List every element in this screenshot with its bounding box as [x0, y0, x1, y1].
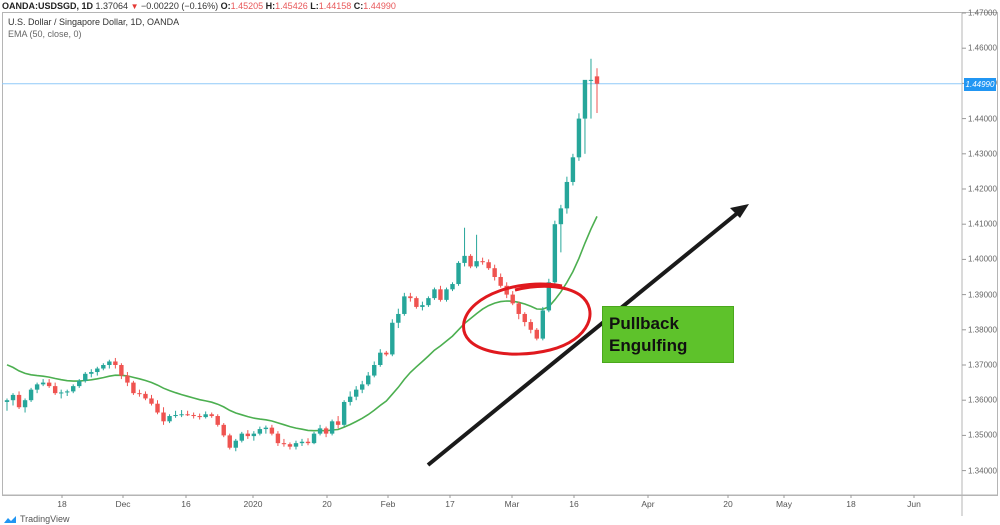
time-axis-label: 16	[569, 499, 579, 509]
price-axis-label: 1.36000	[968, 395, 997, 405]
time-axis-label: Mar	[504, 499, 520, 509]
ema-line	[6, 216, 598, 432]
time-axis-label: 20	[322, 499, 332, 509]
price-axis-label: 1.39000	[968, 290, 997, 300]
last-price: 1.37064	[95, 1, 129, 11]
price-axis-label: 1.46000	[968, 43, 997, 53]
arrow-head-icon	[730, 204, 749, 218]
legend-title: U.S. Dollar / Singapore Dollar, 1D, OAND…	[8, 17, 180, 27]
annotation-line1: Pullback	[609, 314, 679, 333]
high-value: 1.45426	[275, 1, 308, 11]
time-axis-label: May	[775, 499, 793, 509]
tradingview-cloud-icon	[4, 515, 16, 523]
time-axis-label: Dec	[115, 499, 131, 509]
time-axis-label: Jun	[907, 499, 921, 509]
legend-indicator: EMA (50, close, 0)	[8, 29, 82, 39]
symbol-header: OANDA:USDSGD, 1D 1.37064 ▼ −0.00220 (−0.…	[2, 1, 396, 11]
time-axis-label: 18	[57, 499, 67, 509]
price-change: −0.00220 (−0.16%)	[141, 1, 219, 11]
annotation-box: Pullback Engulfing	[602, 306, 734, 363]
price-axis-label: 1.35000	[968, 430, 997, 440]
current-price-tag: 1.44990	[964, 78, 996, 91]
price-axis-label: 1.44000	[968, 114, 997, 124]
price-axis-label: 1.47000	[968, 8, 997, 18]
low-value: 1.44158	[318, 1, 352, 11]
time-axis-label: 16	[181, 499, 191, 509]
time-axis-label: Feb	[380, 499, 396, 509]
price-axis-label: 1.34000	[968, 466, 997, 476]
tradingview-logo[interactable]: TradingView	[3, 514, 70, 524]
open-value: 1.45205	[230, 1, 264, 11]
triangle-down-icon: ▼	[130, 2, 139, 11]
annotation-line2: Engulfing	[609, 336, 688, 355]
time-axis-label: 17	[445, 499, 455, 509]
chart-legend: U.S. Dollar / Singapore Dollar, 1D, OAND…	[8, 16, 179, 40]
price-axis-label: 1.37000	[968, 360, 997, 370]
time-axis-label: Apr	[641, 499, 655, 509]
price-axis-label: 1.41000	[968, 219, 997, 229]
close-value: 1.44990	[363, 1, 396, 11]
price-axis-label: 1.42000	[968, 184, 997, 194]
time-axis-label: 18	[846, 499, 856, 509]
symbol-name: OANDA:USDSGD, 1D	[2, 1, 94, 11]
time-axis-label: 20	[723, 499, 733, 509]
time-axis-label: 2020	[243, 499, 263, 509]
pullback-circle	[462, 282, 592, 356]
trend-arrow	[426, 209, 742, 467]
price-axis-label: 1.40000	[968, 254, 997, 264]
price-axis-label: 1.43000	[968, 149, 997, 159]
candles	[4, 58, 600, 452]
price-axis-label: 1.38000	[968, 325, 997, 335]
